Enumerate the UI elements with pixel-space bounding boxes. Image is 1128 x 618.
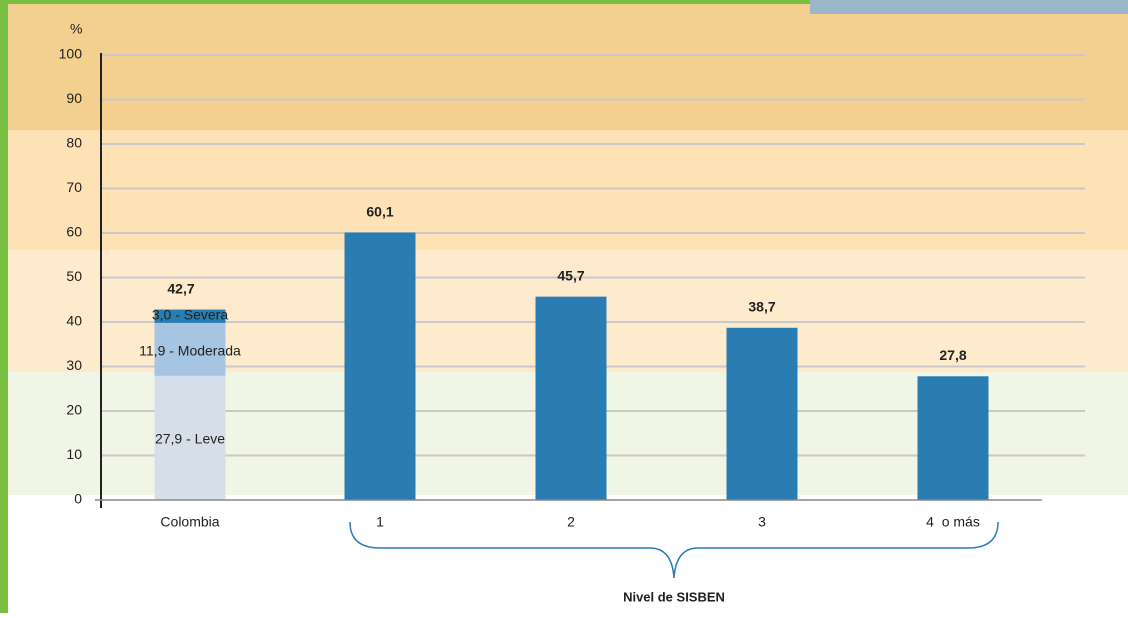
band <box>8 0 1128 130</box>
brace <box>349 521 999 579</box>
bar <box>726 327 798 500</box>
y-axis-label: % <box>70 21 82 37</box>
band <box>8 130 1128 250</box>
side-stripe <box>0 0 8 613</box>
bar-segment <box>154 375 226 500</box>
x-group-label: Nivel de SISBEN <box>623 589 725 604</box>
x-tick-label: 2 <box>567 514 575 530</box>
y-tick-label: 10 <box>66 446 82 462</box>
value-label: 60,1 <box>366 203 393 219</box>
bar <box>917 376 989 500</box>
y-tick-label: 20 <box>66 402 82 418</box>
y-tick-label: 0 <box>74 491 82 507</box>
photo-fragment <box>810 0 1128 14</box>
value-label: 42,7 <box>167 281 194 297</box>
bar-segment <box>154 309 226 323</box>
top-stripe <box>0 0 810 4</box>
segment-label: 3,0 - Severa <box>152 307 228 323</box>
x-tick-label: 4 o más <box>926 514 980 530</box>
y-tick-label: 90 <box>66 90 82 106</box>
y-tick-label: 70 <box>66 179 82 195</box>
y-tick-label: 60 <box>66 224 82 240</box>
segment-label: 11,9 - Moderada <box>139 343 241 359</box>
x-tick-label: 1 <box>376 514 384 530</box>
value-label: 45,7 <box>557 267 584 283</box>
value-label: 38,7 <box>748 298 775 314</box>
x-tick-label: Colombia <box>160 514 219 530</box>
value-label: 27,8 <box>939 347 966 363</box>
bar <box>535 296 607 500</box>
y-tick-label: 50 <box>66 268 82 284</box>
y-tick-label: 40 <box>66 313 82 329</box>
segment-label: 27,9 - Leve <box>155 431 225 447</box>
bar-segment <box>154 322 226 376</box>
y-tick-label: 80 <box>66 135 82 151</box>
y-tick-label: 100 <box>59 46 83 62</box>
y-tick-label: 30 <box>66 357 82 373</box>
x-tick-label: 3 <box>758 514 766 530</box>
bar <box>344 232 416 500</box>
